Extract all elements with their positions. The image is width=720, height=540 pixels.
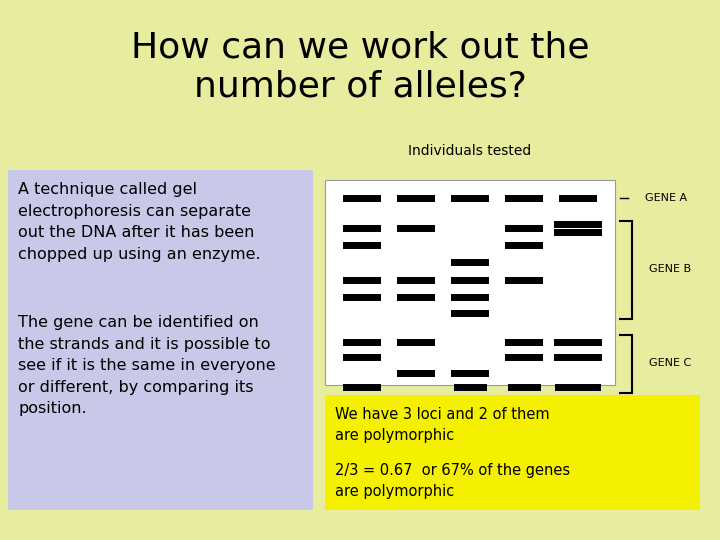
Bar (554, 228, 602, 235)
Bar (343, 241, 381, 248)
Bar (343, 294, 381, 300)
Bar (554, 339, 602, 346)
Text: Individuals tested: Individuals tested (408, 144, 531, 158)
Bar (397, 294, 435, 300)
Bar (343, 354, 381, 361)
Text: The gene can be identified on
the strands and it is possible to
see if it is the: The gene can be identified on the strand… (18, 315, 276, 416)
Bar (451, 259, 489, 266)
Bar (451, 294, 489, 300)
Bar (559, 194, 597, 201)
Bar (554, 354, 602, 361)
Text: GENE A: GENE A (645, 193, 687, 203)
Bar (343, 383, 381, 390)
Bar (451, 309, 489, 316)
Bar (343, 194, 381, 201)
Bar (454, 383, 487, 390)
Bar (505, 339, 543, 346)
Bar (505, 241, 543, 248)
Bar (508, 383, 541, 390)
Bar (505, 225, 543, 232)
Bar (554, 220, 602, 227)
Bar (343, 276, 381, 284)
Bar (397, 225, 435, 232)
Text: How can we work out the
number of alleles?: How can we work out the number of allele… (131, 30, 589, 103)
Bar (343, 225, 381, 232)
Bar (505, 194, 543, 201)
Text: 2/3 = 0.67  or 67% of the genes
are polymorphic: 2/3 = 0.67 or 67% of the genes are polym… (335, 463, 570, 499)
Bar (451, 369, 489, 376)
Bar (397, 194, 435, 201)
Bar (505, 354, 543, 361)
Bar (325, 180, 615, 385)
Bar (343, 339, 381, 346)
Bar (325, 395, 700, 510)
Bar (505, 276, 543, 284)
Bar (8, 170, 313, 510)
Bar (397, 369, 435, 376)
Bar (397, 276, 435, 284)
Text: GENE C: GENE C (649, 359, 691, 368)
Bar (451, 194, 489, 201)
Text: A technique called gel
electrophoresis can separate
out the DNA after it has bee: A technique called gel electrophoresis c… (18, 182, 261, 262)
Text: GENE B: GENE B (649, 265, 691, 274)
Bar (451, 276, 489, 284)
Text: We have 3 loci and 2 of them
are polymorphic: We have 3 loci and 2 of them are polymor… (335, 407, 549, 443)
Bar (555, 383, 601, 390)
Bar (397, 339, 435, 346)
